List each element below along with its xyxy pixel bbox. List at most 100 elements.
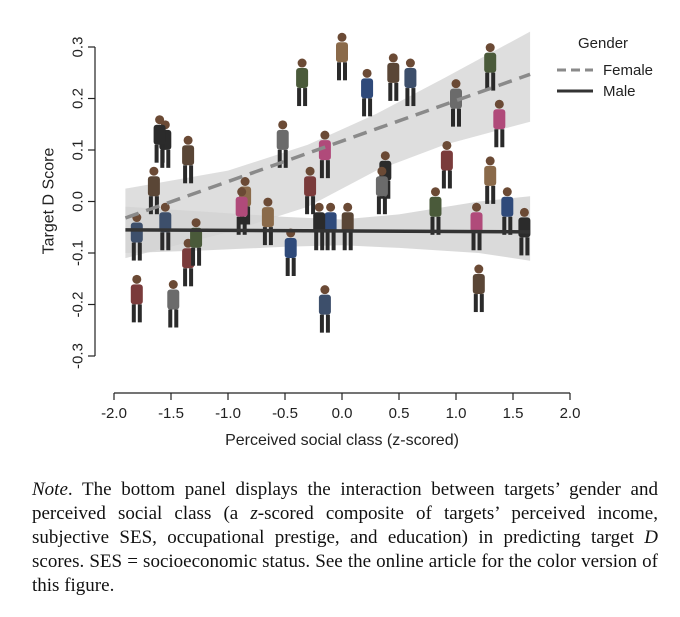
regression-line-female: [124, 72, 531, 220]
figure-leg: [285, 258, 290, 276]
note-d-italic: D: [644, 527, 658, 548]
figure-leg: [473, 294, 478, 313]
figure-leg: [337, 62, 341, 81]
figure-leg: [491, 72, 496, 91]
figure-head: [278, 120, 288, 130]
figure-torso: [304, 176, 317, 197]
note-text-2: -scored composite of targets’ perceived …: [32, 503, 658, 548]
data-point-female: [440, 140, 453, 189]
data-point-female: [336, 32, 348, 81]
figure-leg: [348, 232, 353, 251]
figure-torso: [404, 68, 417, 89]
y-tick-label: 0.2: [70, 88, 87, 109]
data-point-female: [182, 135, 195, 184]
data-point-male: [167, 280, 180, 328]
figure-leg: [494, 129, 499, 148]
figure-leg: [174, 309, 179, 328]
figure-torso: [375, 176, 388, 197]
x-tick-label: -1.0: [215, 405, 241, 422]
data-point-male: [375, 166, 388, 215]
data-point-male: [235, 187, 248, 235]
legend-title: Gender: [578, 35, 628, 52]
note-label: Note: [32, 479, 68, 500]
legend: Gender Female Male: [557, 35, 653, 100]
figure-leg: [376, 196, 381, 215]
figure-leg: [457, 108, 461, 127]
figure-head: [160, 202, 170, 212]
figure-torso: [130, 222, 143, 243]
figure-leg: [325, 232, 330, 251]
figure-leg: [386, 180, 391, 199]
figure-head: [191, 218, 201, 228]
figure-torso: [493, 109, 506, 130]
figure-torso: [336, 42, 348, 63]
figure-torso: [147, 176, 160, 197]
figure-leg: [283, 149, 288, 168]
data-point-male: [304, 166, 317, 215]
data-point-female: [318, 130, 331, 179]
figure-head: [502, 187, 512, 197]
x-axis-label: Perceived social class (z-scored): [225, 432, 459, 449]
y-tick-label: -0.2: [70, 292, 87, 318]
figure-leg: [305, 196, 310, 215]
figure-leg: [277, 149, 282, 168]
figure-leg: [479, 294, 484, 313]
figure-head: [485, 156, 495, 166]
figure-torso: [440, 150, 453, 171]
figure-leg: [189, 268, 194, 287]
figure-leg: [268, 227, 273, 246]
figure-torso: [167, 289, 180, 310]
figure-leg: [325, 314, 330, 333]
data-point-male: [341, 202, 354, 251]
figure-torso: [159, 212, 172, 233]
figure-leg: [485, 185, 490, 204]
figure-torso: [190, 227, 203, 248]
data-point-female: [387, 53, 400, 101]
y-tick-label: 0.1: [70, 140, 87, 161]
data-point-male: [318, 285, 331, 333]
figure-leg: [471, 232, 476, 251]
figure-leg: [131, 304, 136, 323]
figure-torso: [235, 196, 248, 217]
figure-head: [305, 166, 315, 176]
figure-leg: [411, 88, 416, 107]
figure-head: [168, 280, 178, 289]
regression-lines: [124, 72, 531, 234]
axes: -0.3 -0.2 -0.1 0.0 0.1 0.2 0.3 -2.0 -1.5 -1.0 -0.5…: [41, 37, 581, 449]
figure-head: [320, 285, 330, 295]
figure-torso: [470, 212, 483, 233]
data-point-female: [159, 202, 172, 251]
figure-leg: [303, 88, 308, 107]
figure-torso: [472, 274, 485, 295]
figure-torso: [450, 88, 462, 109]
figure-leg: [137, 304, 142, 323]
figure-head: [485, 43, 495, 53]
figure-torso: [261, 207, 274, 228]
data-point-female: [493, 99, 506, 148]
figure-head: [149, 166, 159, 176]
y-tick-label: 0.3: [70, 37, 87, 58]
data-point-male: [484, 156, 497, 204]
figure-torso: [324, 212, 337, 233]
figure-leg: [154, 144, 159, 163]
figure-torso: [341, 212, 354, 233]
figure-leg: [246, 206, 251, 225]
data-point-male: [261, 197, 274, 246]
data-point-female: [296, 58, 309, 107]
figure-head: [380, 151, 390, 161]
figure-head: [451, 79, 461, 89]
figure-leg: [485, 72, 490, 91]
figure-leg: [168, 309, 173, 328]
figure-leg: [394, 82, 399, 101]
figure-torso: [296, 68, 309, 89]
figure-leg: [236, 216, 241, 235]
figure-torso: [484, 52, 497, 73]
figure-head: [314, 202, 324, 212]
data-point-male: [130, 274, 143, 323]
data-point-female: [484, 43, 497, 91]
figure-head: [519, 207, 529, 217]
figure-head: [405, 58, 415, 68]
x-tick-label: 0.0: [332, 405, 353, 422]
figure-head: [388, 53, 398, 63]
figure-leg: [197, 247, 202, 266]
